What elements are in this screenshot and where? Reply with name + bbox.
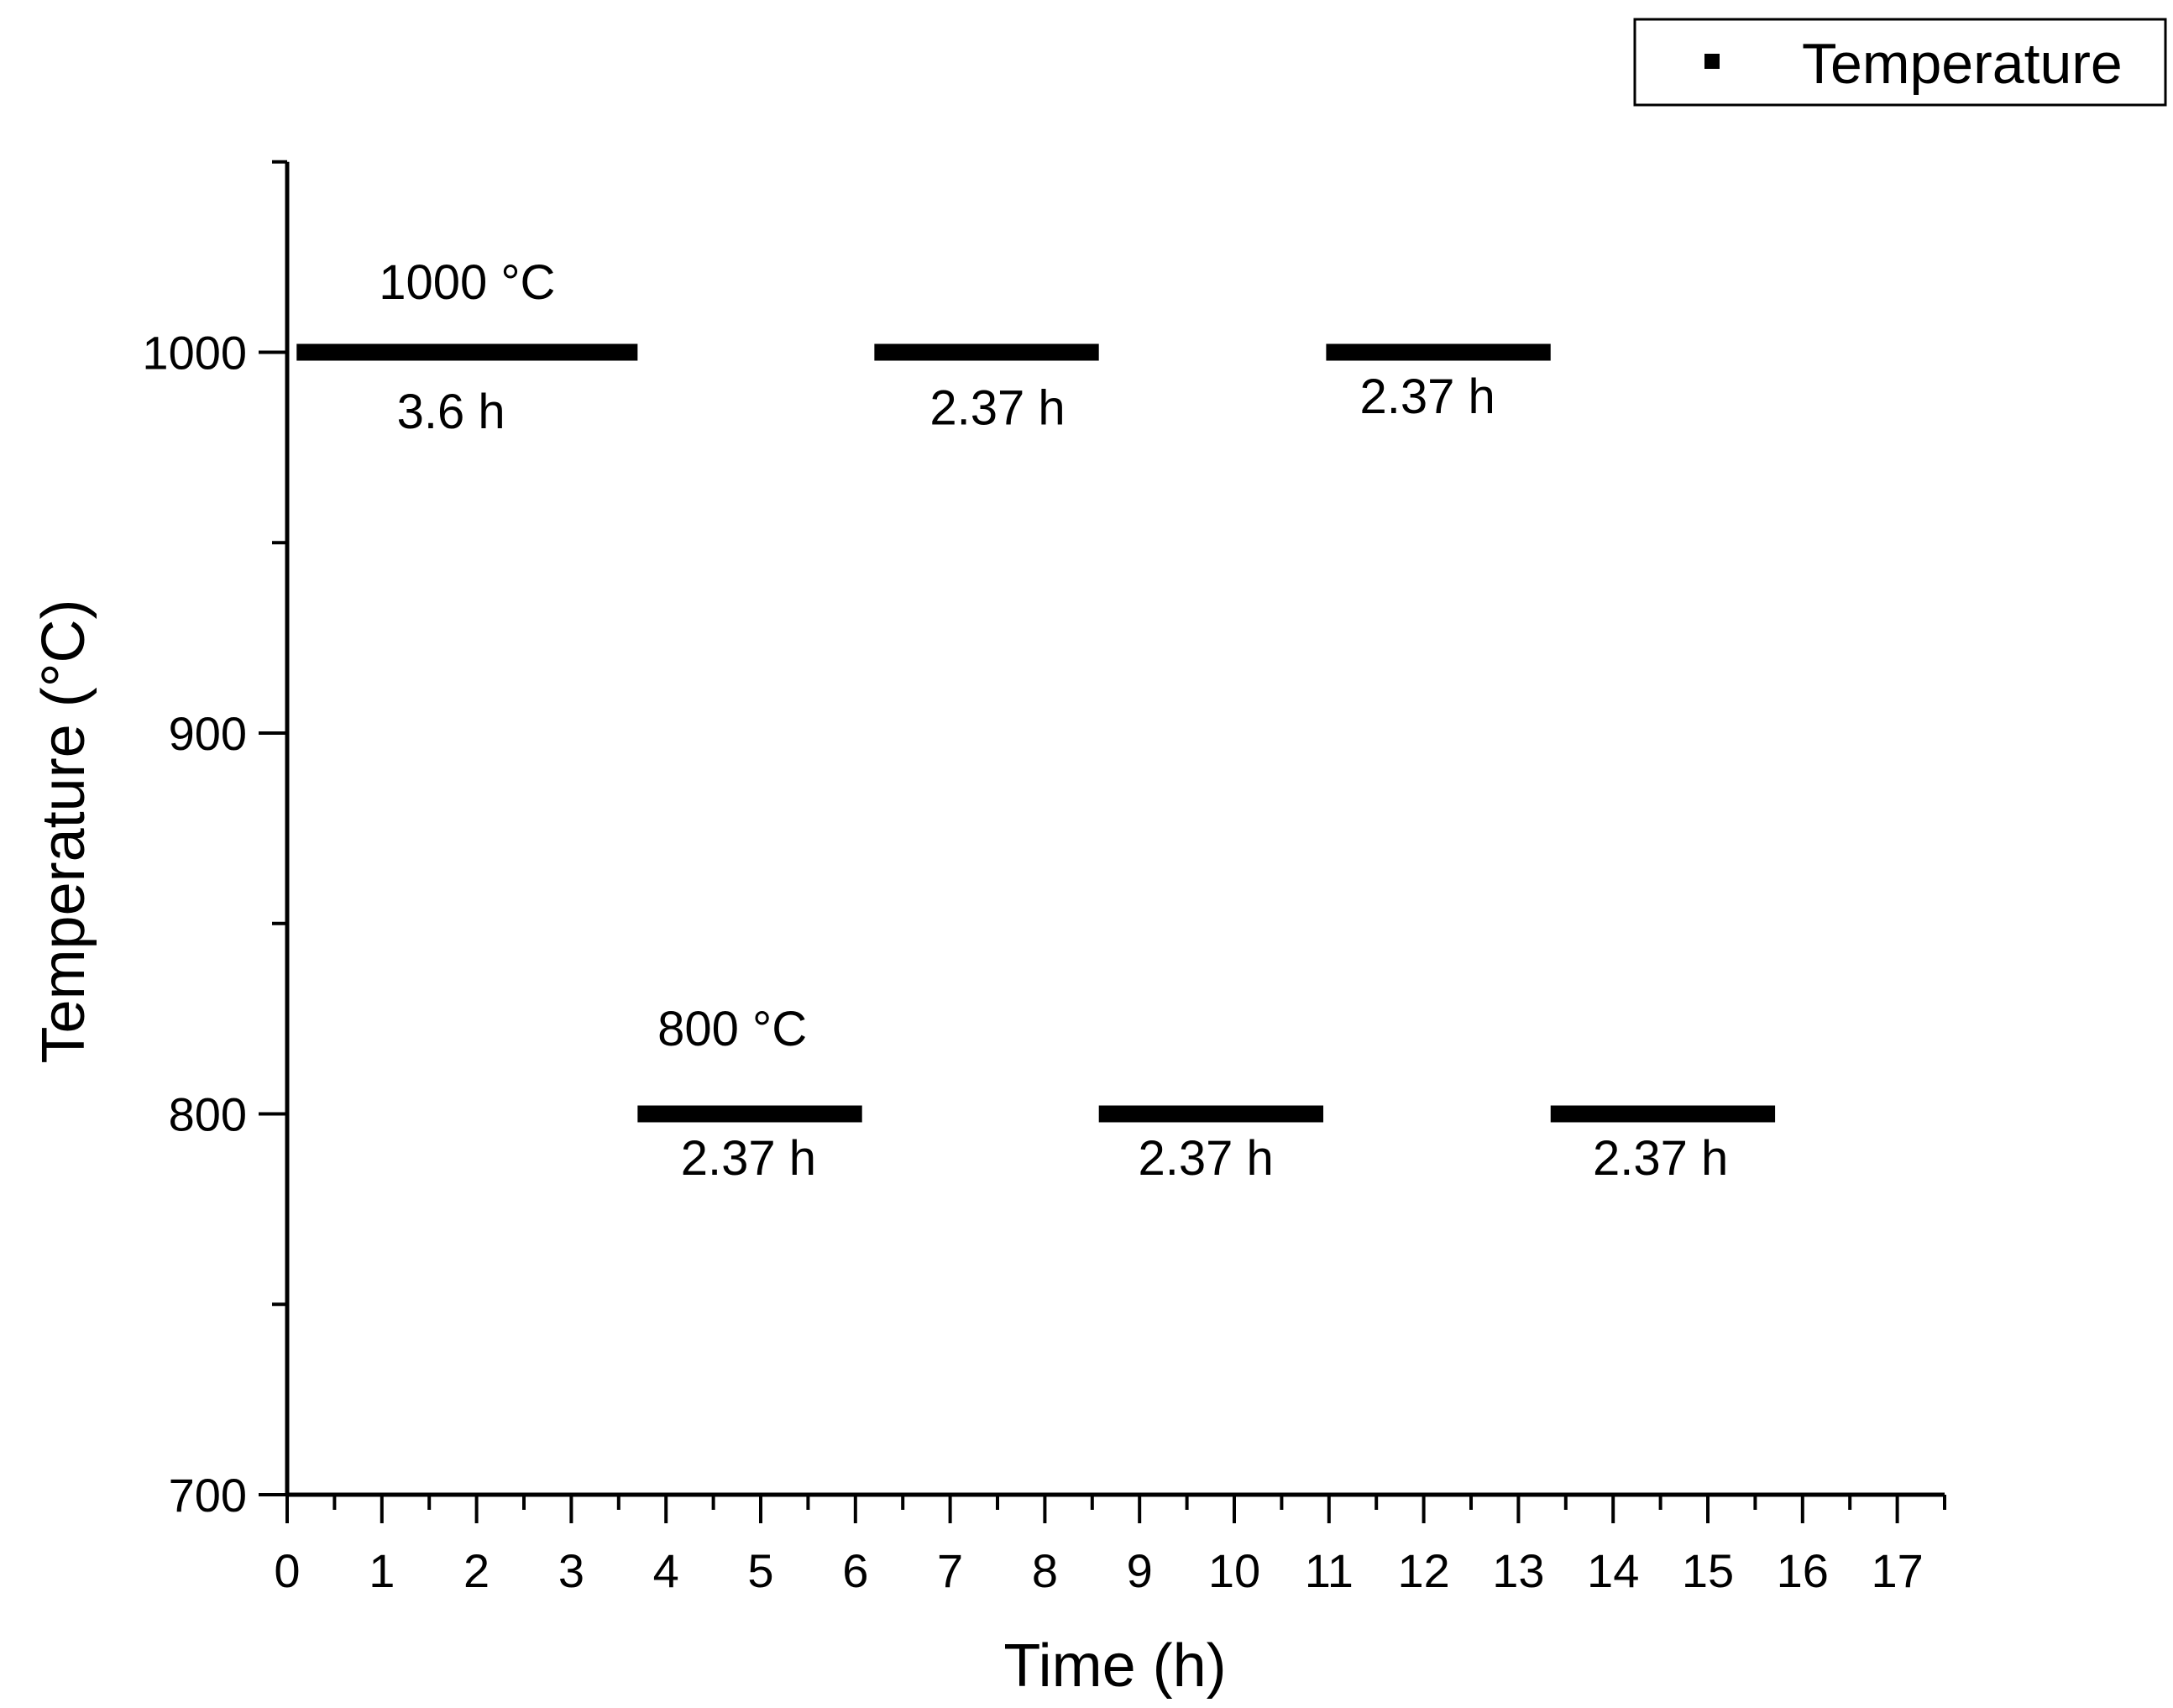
x-tick-label: 5 — [747, 1544, 773, 1597]
data-segments — [296, 343, 1776, 1123]
x-tick-label: 6 — [842, 1544, 868, 1597]
x-tick-label: 9 — [1127, 1544, 1153, 1597]
y-axis-title: Temperature (°C) — [30, 600, 97, 1064]
annotation-label: 2.37 h — [1359, 369, 1495, 424]
annotation-label: 2.37 h — [929, 381, 1065, 436]
legend-label: Temperature — [1802, 32, 2123, 96]
x-tick-label: 14 — [1587, 1544, 1639, 1597]
x-tick-label: 0 — [274, 1544, 300, 1597]
x-tick-label: 2 — [463, 1544, 490, 1597]
x-tick-label: 4 — [653, 1544, 679, 1597]
x-tick-label: 17 — [1871, 1544, 1923, 1597]
annotation-label: 3.6 h — [397, 385, 505, 439]
x-tick-label: 16 — [1777, 1544, 1829, 1597]
y-tick-label: 700 — [169, 1469, 247, 1522]
x-tick-label: 7 — [937, 1544, 963, 1597]
y-tick-label: 900 — [169, 707, 247, 760]
annotation-label: 1000 °C — [379, 255, 555, 310]
annotation-label: 2.37 h — [1139, 1131, 1274, 1186]
legend-marker — [1704, 54, 1720, 69]
x-tick-label: 12 — [1397, 1544, 1449, 1597]
legend: Temperature — [1633, 18, 2167, 107]
annotation-label: 2.37 h — [1593, 1131, 1728, 1186]
annotations: 1000 °C 3.6 h 2.37 h 2.37 h 800 °C 2.37 h 2.37… — [379, 255, 1728, 1186]
x-tick-label: 1 — [369, 1544, 395, 1597]
annotation-label: 800 °C — [657, 1002, 807, 1056]
x-axis-title: Time (h) — [1003, 1632, 1226, 1700]
x-tick-label: 8 — [1032, 1544, 1058, 1597]
x-tick-label: 3 — [558, 1544, 584, 1597]
x-tick-label: 11 — [1305, 1544, 1354, 1597]
y-tick-label: 1000 — [142, 327, 247, 380]
x-tick-label: 10 — [1208, 1544, 1260, 1597]
annotation-label: 2.37 h — [681, 1131, 816, 1186]
y-tick-label: 800 — [169, 1088, 247, 1141]
x-tick-label: 13 — [1492, 1544, 1544, 1597]
legend-box — [1633, 18, 2167, 107]
x-tick-label: 15 — [1682, 1544, 1734, 1597]
